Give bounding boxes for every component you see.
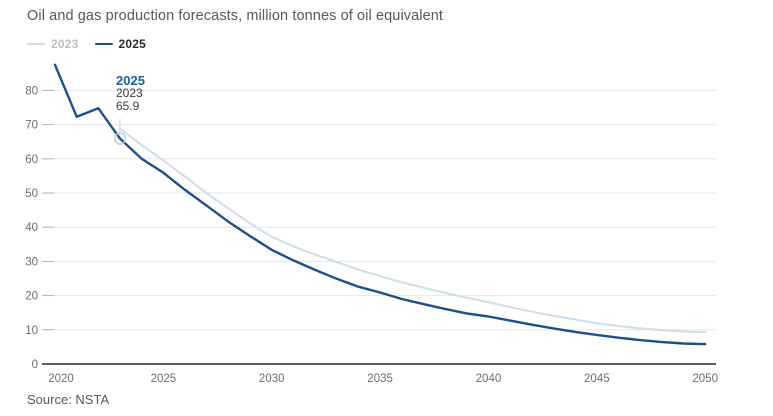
x-tick-label: 2025: [151, 373, 177, 385]
tooltip-series-label: 2025: [116, 73, 145, 88]
tooltip-year-label: 2023: [116, 86, 143, 100]
y-tick-label: 20: [25, 291, 38, 303]
x-tick-label: 2030: [259, 373, 285, 385]
series-line-2025[interactable]: [53, 63, 707, 346]
legend-item-2023: 2023: [27, 37, 79, 51]
x-tick-label: 2040: [476, 373, 502, 385]
chart-title: Oil and gas production forecasts, millio…: [27, 8, 444, 24]
source-note: Source: NSTA: [27, 392, 110, 407]
series-line-2023[interactable]: [119, 127, 707, 334]
x-tick-label: 2020: [48, 373, 74, 385]
y-tick-label: 70: [25, 120, 38, 132]
legend-swatch-2023-line: [27, 42, 45, 46]
y-tick-label: 80: [25, 85, 38, 97]
legend: 2023 2025: [27, 37, 146, 51]
legend-label-2023: 2023: [51, 37, 79, 51]
legend-item-2025: 2025: [94, 37, 147, 51]
legend-swatch-2025-line: [94, 42, 113, 46]
tooltip-value-label: 65.9: [116, 99, 140, 113]
x-tick-label: 2035: [367, 373, 393, 385]
y-tick-label: 40: [25, 222, 38, 234]
x-tick-label: 2045: [584, 373, 610, 385]
hover-tooltip: 2025 2023 65.9: [116, 74, 145, 113]
x-tick-label: 2050: [692, 373, 718, 385]
y-tick-label: 0: [32, 359, 38, 371]
y-tick-label: 10: [25, 325, 38, 337]
legend-label-2025: 2025: [118, 37, 146, 51]
hover-point-marker: [113, 132, 127, 145]
y-tick-label: 50: [25, 188, 38, 200]
y-tick-label: 60: [25, 154, 38, 166]
y-tick-label: 30: [25, 256, 38, 268]
